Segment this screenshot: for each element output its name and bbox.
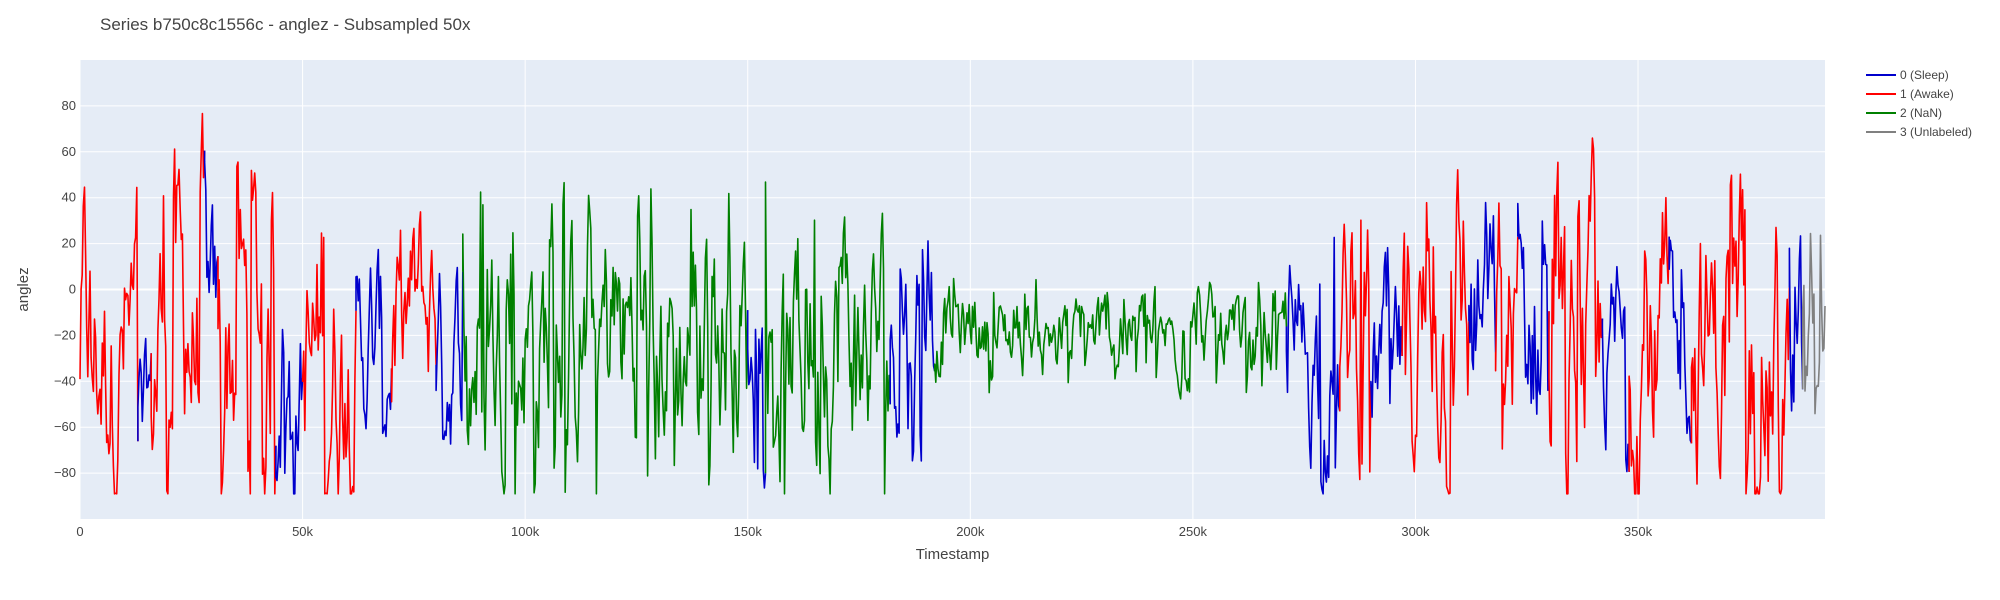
x-tick-label: 200k bbox=[956, 524, 985, 539]
series-line-1 bbox=[1628, 196, 1670, 495]
y-axis-ticks: −80 −60 −40 −20 0 20 40 60 80 bbox=[54, 98, 76, 480]
legend-label: 0 (Sleep) bbox=[1900, 68, 1949, 82]
x-axis-title: Timestamp bbox=[916, 546, 990, 563]
y-tick-label: 80 bbox=[62, 98, 76, 113]
x-tick-label: 250k bbox=[1179, 524, 1208, 539]
series-line-1 bbox=[79, 186, 139, 495]
series-line-0 bbox=[1370, 246, 1403, 418]
series-line-0 bbox=[137, 337, 152, 442]
series-line-0 bbox=[1668, 236, 1693, 444]
y-tick-label: 60 bbox=[62, 144, 76, 159]
y-tick-label: −60 bbox=[54, 419, 76, 434]
series-line-3 bbox=[1801, 232, 1826, 415]
series-line-0 bbox=[1285, 236, 1341, 495]
y-tick-label: −40 bbox=[54, 373, 76, 388]
x-tick-label: 100k bbox=[511, 524, 540, 539]
legend: 0 (Sleep) 1 (Awake) 2 (NaN) 3 (Unlabeled) bbox=[1866, 68, 1972, 139]
series-line-0 bbox=[1517, 202, 1550, 415]
y-tick-label: 0 bbox=[69, 282, 76, 297]
x-axis-ticks: 0 50k 100k 150k 200k 250k 300k 350k bbox=[76, 524, 1652, 539]
series-line-0 bbox=[1601, 265, 1630, 473]
y-tick-label: −80 bbox=[54, 465, 76, 480]
series-line-2 bbox=[933, 277, 1288, 400]
legend-label: 1 (Awake) bbox=[1900, 87, 1954, 101]
series-line-1 bbox=[217, 161, 277, 495]
legend-label: 2 (NaN) bbox=[1900, 106, 1942, 120]
series-line-0 bbox=[889, 240, 936, 462]
series-line-0 bbox=[1468, 201, 1497, 371]
series-line-0 bbox=[275, 328, 304, 495]
series-line-1 bbox=[1339, 219, 1372, 481]
series-line-0 bbox=[203, 150, 219, 298]
series-line-1 bbox=[1548, 137, 1604, 495]
x-tick-label: 350k bbox=[1624, 524, 1653, 539]
series-line-1 bbox=[1690, 173, 1791, 495]
legend-label: 3 (Unlabeled) bbox=[1900, 125, 1972, 139]
series-line-0 bbox=[355, 248, 393, 438]
series-line-2 bbox=[462, 181, 749, 495]
x-tick-label: 300k bbox=[1401, 524, 1430, 539]
series-line-1 bbox=[1401, 169, 1470, 495]
series-line-1 bbox=[1494, 202, 1519, 450]
y-tick-label: −20 bbox=[54, 327, 76, 342]
x-tick-label: 150k bbox=[734, 524, 763, 539]
chart-title: Series b750c8c1556c - anglez - Subsample… bbox=[100, 15, 471, 34]
y-axis-title: anglez bbox=[15, 267, 32, 311]
series-line-1 bbox=[390, 211, 437, 403]
series-line-1 bbox=[150, 112, 206, 495]
series-lines bbox=[79, 112, 1826, 495]
series-line-0 bbox=[1788, 235, 1804, 412]
series-line-1 bbox=[301, 232, 357, 495]
y-tick-label: 40 bbox=[62, 190, 76, 205]
series-line-0 bbox=[746, 310, 767, 489]
x-tick-label: 50k bbox=[292, 524, 313, 539]
series-line-2 bbox=[764, 181, 891, 495]
x-tick-label: 0 bbox=[76, 524, 83, 539]
y-tick-label: 20 bbox=[62, 236, 76, 251]
series-line-0 bbox=[435, 266, 464, 445]
